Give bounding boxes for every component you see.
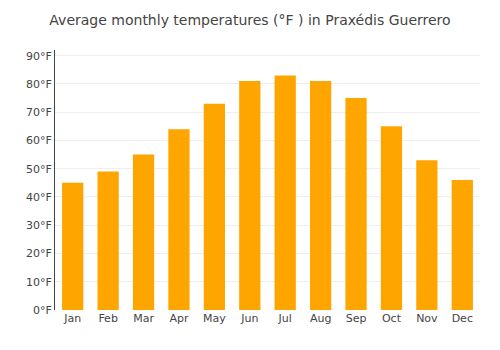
- svg-text:Apr: Apr: [169, 312, 189, 325]
- svg-text:20°F: 20°F: [26, 247, 52, 260]
- svg-text:Dec: Dec: [452, 312, 473, 325]
- svg-text:30°F: 30°F: [26, 219, 52, 232]
- svg-text:Oct: Oct: [382, 312, 402, 325]
- svg-text:May: May: [203, 312, 226, 325]
- svg-text:40°F: 40°F: [26, 191, 52, 204]
- svg-text:Jun: Jun: [240, 312, 258, 325]
- svg-text:Jul: Jul: [278, 312, 292, 325]
- svg-text:Sep: Sep: [346, 312, 367, 325]
- svg-text:50°F: 50°F: [26, 163, 52, 176]
- svg-text:80°F: 80°F: [26, 78, 52, 91]
- svg-text:Mar: Mar: [133, 312, 154, 325]
- svg-text:Aug: Aug: [310, 312, 331, 325]
- svg-text:70°F: 70°F: [26, 106, 52, 119]
- svg-text:10°F: 10°F: [26, 276, 52, 289]
- svg-text:Jan: Jan: [63, 312, 81, 325]
- svg-text:90°F: 90°F: [26, 50, 52, 63]
- svg-text:60°F: 60°F: [26, 134, 52, 147]
- svg-text:Feb: Feb: [98, 312, 117, 325]
- svg-text:Average monthly temperatures (: Average monthly temperatures (°F ) in Pr…: [49, 12, 450, 28]
- svg-text:0°F: 0°F: [33, 304, 52, 317]
- svg-text:Nov: Nov: [416, 312, 438, 325]
